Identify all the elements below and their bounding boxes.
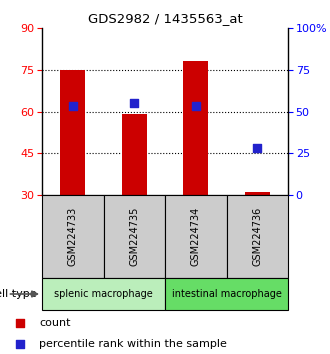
Bar [165, 195, 226, 278]
Point [132, 100, 137, 106]
Bar [104, 195, 165, 278]
Bar [245, 192, 270, 195]
Bar [183, 61, 208, 195]
Title: GDS2982 / 1435563_at: GDS2982 / 1435563_at [88, 12, 242, 25]
Text: cell type: cell type [0, 289, 37, 299]
Text: splenic macrophage: splenic macrophage [54, 289, 153, 299]
Text: GSM224736: GSM224736 [252, 207, 262, 266]
Text: GSM224735: GSM224735 [129, 207, 139, 266]
Text: GSM224733: GSM224733 [68, 207, 78, 266]
Text: intestinal macrophage: intestinal macrophage [172, 289, 281, 299]
Point [193, 103, 198, 109]
Text: count: count [39, 318, 71, 328]
Bar [42, 195, 104, 278]
Text: GSM224734: GSM224734 [191, 207, 201, 266]
Point [18, 320, 23, 326]
Bar [226, 195, 288, 278]
Bar [60, 70, 85, 195]
Point [18, 341, 23, 347]
Text: percentile rank within the sample: percentile rank within the sample [39, 339, 227, 349]
Point [255, 145, 260, 150]
Bar [42, 278, 165, 310]
Bar [122, 114, 147, 195]
Bar [165, 278, 288, 310]
Point [70, 103, 75, 109]
